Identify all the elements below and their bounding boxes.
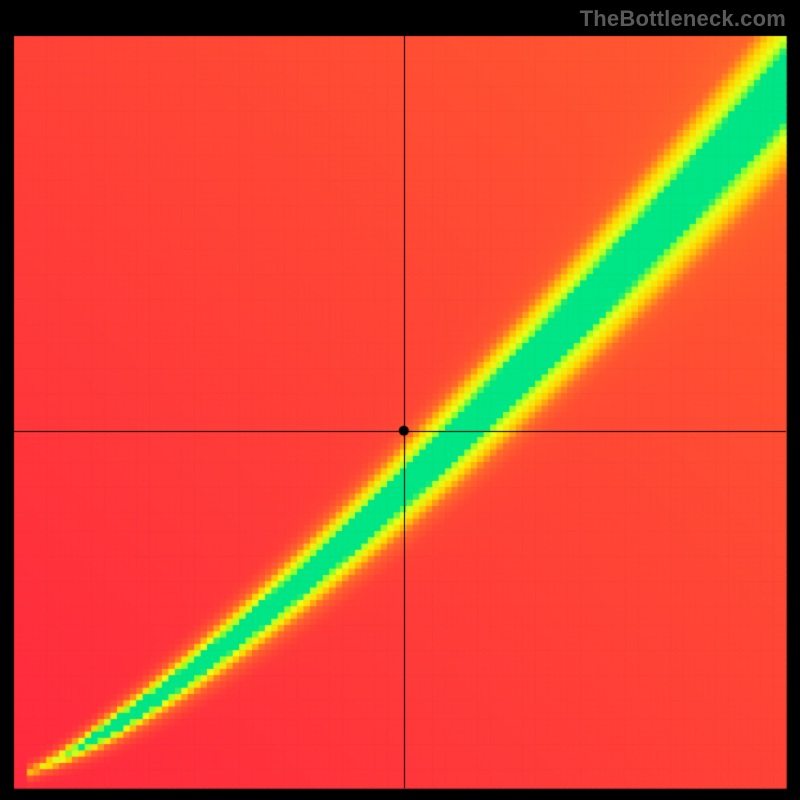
heatmap-canvas: [0, 0, 800, 800]
figure-container: TheBottleneck.com: [0, 0, 800, 800]
watermark-text: TheBottleneck.com: [580, 6, 786, 32]
